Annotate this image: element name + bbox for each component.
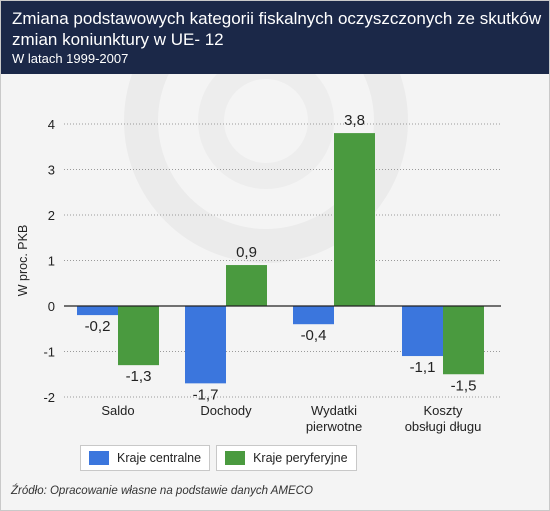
y-tick-label: 2 xyxy=(48,208,55,223)
bar xyxy=(293,306,334,325)
axis: -2 -1 0 1 2 3 4 W proc. PKB Saldo Dochody Wydatkip… xyxy=(16,117,501,434)
bar xyxy=(185,306,226,384)
legend-item-kraje-peryferyjne: Kraje peryferyjne xyxy=(216,445,357,471)
category-label: Dochody xyxy=(200,403,252,418)
data-labels: -0,2 -1,7 -0,4 -1,1 -1,3 0,9 3,8 -1,5 xyxy=(85,112,477,403)
category-label: Saldo xyxy=(101,403,134,418)
y-tick-label: 3 xyxy=(48,163,55,178)
bar xyxy=(77,306,118,316)
y-axis-title: W proc. PKB xyxy=(16,225,30,297)
watermark-ring-outer xyxy=(124,1,408,263)
category-label: obsługi długu xyxy=(405,419,482,434)
y-tick-label: 1 xyxy=(48,254,55,269)
y-tick-label: 0 xyxy=(48,299,55,314)
chart-subtitle: W latach 1999-2007 xyxy=(12,51,129,66)
data-label: 0,9 xyxy=(236,244,257,261)
data-label: -1,1 xyxy=(410,359,436,376)
bar xyxy=(226,265,267,306)
y-tick-label: 4 xyxy=(48,117,55,132)
data-label: -1,3 xyxy=(126,368,152,385)
legend-item-kraje-centralne: Kraje centralne xyxy=(80,445,211,471)
data-label: -0,4 xyxy=(301,327,327,344)
watermark-ring-inner xyxy=(198,53,334,189)
bar xyxy=(443,306,484,375)
bar xyxy=(334,133,375,306)
legend-label-peryferyjne: Kraje peryferyjne xyxy=(253,451,348,465)
data-label: -0,2 xyxy=(85,318,111,335)
bar xyxy=(118,306,159,366)
legend-swatch-centralne xyxy=(89,451,109,465)
legend-swatch-peryferyjne xyxy=(225,451,246,465)
chart-header: Zmiana podstawowych kategorii fiskalnych… xyxy=(1,1,549,74)
category-label: Wydatki xyxy=(311,403,357,418)
legend-label-centralne: Kraje centralne xyxy=(117,451,202,465)
y-tick-label: -2 xyxy=(43,390,55,405)
chart-title: Zmiana podstawowych kategorii fiskalnych… xyxy=(12,9,542,49)
bar xyxy=(402,306,443,357)
legend: Kraje centralne Kraje peryferyjne xyxy=(80,445,357,471)
data-label: 3,8 xyxy=(344,112,365,129)
bars xyxy=(77,133,484,384)
bar-chart: -2 -1 0 1 2 3 4 W proc. PKB Saldo Dochody Wydatkip… xyxy=(16,1,501,434)
y-tick-label: -1 xyxy=(43,345,55,360)
source-note: Źródło: Opracowanie własne na podstawie … xyxy=(11,485,313,497)
data-label: -1,5 xyxy=(451,377,477,394)
chart-area: -2 -1 0 1 2 3 4 W proc. PKB Saldo Dochody Wydatki p… xyxy=(1,1,549,474)
category-label: Koszty xyxy=(423,403,463,418)
category-label: pierwotne xyxy=(306,419,362,434)
data-label: -1,7 xyxy=(193,386,219,403)
